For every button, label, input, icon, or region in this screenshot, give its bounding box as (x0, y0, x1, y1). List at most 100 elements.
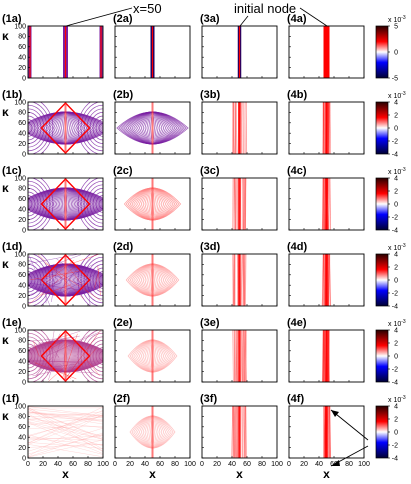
y-tick-label: 40 (18, 435, 26, 442)
band-line (240, 102, 243, 154)
band-line (232, 254, 235, 306)
band-line (234, 178, 236, 230)
y-tick-label: 80 (18, 414, 26, 421)
y-tick-label: 20 (18, 65, 26, 72)
interference-line (42, 347, 45, 349)
edge-contour (92, 343, 103, 369)
center-trace (151, 254, 154, 306)
panel-2d: (2d) (113, 241, 191, 307)
interference-line (65, 293, 72, 295)
field-pattern (232, 178, 247, 230)
band-line (233, 254, 235, 306)
edge-contour (92, 267, 103, 293)
wave-contour (129, 111, 176, 145)
wave-contour (127, 263, 178, 297)
band-line (327, 178, 329, 230)
band-core (325, 330, 328, 382)
y-axis-label: κ (2, 333, 9, 347)
wave-contour (127, 339, 178, 373)
wave-contour (59, 111, 72, 145)
edge-contour (80, 178, 102, 230)
colorbar-exponent: x 10-3 (388, 243, 406, 252)
wave-core (238, 26, 241, 78)
wave-contour (125, 187, 180, 221)
colorbar-row-4: x 10-3 -4 -2 0 2 4 (375, 243, 406, 310)
wave-contour (49, 339, 82, 373)
colorbar-exponent: x 10-3 (388, 167, 406, 176)
panel-label: (4f) (287, 393, 304, 405)
band-core (325, 406, 328, 458)
edge-contour (98, 122, 103, 134)
band-line (232, 178, 235, 230)
panel-grid: (1a) 0 20 40 60 80 100 (2a) (3a) (4a) κ (1b) 0 20 40 60… (2, 13, 370, 481)
panel-label: (2d) (113, 241, 134, 253)
center-trace (151, 330, 154, 382)
annotation-arrow-bottom-head (331, 460, 340, 466)
plot-frame (201, 405, 278, 459)
x-tick-label: 20 (39, 461, 47, 468)
field-pattern (232, 330, 247, 382)
edge-contour (95, 119, 103, 137)
band-line (240, 102, 242, 154)
edge-contour (83, 256, 103, 304)
field-pattern (231, 406, 247, 458)
edge-contour (98, 350, 103, 362)
band-line (245, 254, 247, 306)
colorbar-tick-label: -2 (392, 290, 398, 297)
plot-frame (288, 329, 365, 383)
wave-core (100, 26, 102, 78)
wave-contour (62, 187, 69, 221)
colorbar-exponent: x 10-3 (388, 91, 406, 100)
x-tick-label: 0 (287, 461, 291, 468)
y-tick-label: 40 (18, 359, 26, 366)
band-line (322, 102, 324, 154)
band-core (325, 102, 328, 154)
colorbar-exponent-sup: -3 (401, 15, 406, 21)
annotation-initial-leader-3a (239, 15, 249, 27)
edge-contour (28, 347, 36, 365)
y-tick-label: 0 (22, 75, 26, 82)
field-pattern (116, 102, 189, 154)
panel-3a: (3a) (200, 13, 278, 79)
interference-line (28, 418, 103, 429)
interference-line (51, 254, 100, 271)
field-pattern (129, 406, 176, 458)
colorbar-tick-label: -4 (392, 455, 398, 462)
y-tick-label: 60 (18, 424, 26, 431)
band-line (244, 254, 246, 306)
x-axis-label: x (323, 467, 330, 481)
wave-contour (127, 187, 178, 221)
x-tick-label: 20 (300, 461, 308, 468)
panel-label: (3b) (200, 89, 221, 101)
y-axis-label: κ (2, 181, 9, 195)
y-tick-label: 20 (18, 369, 26, 376)
y-tick-label: 0 (22, 455, 26, 462)
panel-label: (4e) (287, 317, 307, 329)
panel-4e: (4e) (287, 317, 365, 383)
wave-contour (42, 187, 89, 221)
interference-line (45, 330, 103, 357)
wave-contour (57, 187, 74, 221)
colorbar-tick-label: -5 (392, 75, 398, 82)
panel-label: (1c) (2, 165, 22, 177)
band-line (235, 102, 238, 154)
wave-contour (148, 111, 157, 145)
plot-frame (201, 177, 278, 231)
interference-line (28, 425, 103, 429)
panel-label: (1d) (2, 241, 23, 253)
colorbar-tick-label: -2 (392, 138, 398, 145)
interference-line (53, 290, 70, 297)
plot-frame (288, 253, 365, 307)
interference-line (41, 377, 46, 381)
interference-line (77, 332, 95, 342)
interference-line (29, 337, 75, 342)
wave-contour (53, 111, 78, 145)
panel-4b: (4b) (287, 89, 365, 155)
band-line (234, 330, 237, 382)
edge-contour (28, 271, 36, 289)
edge-contour (39, 178, 54, 230)
interference-line (30, 283, 81, 291)
colorbar-scale (375, 101, 389, 155)
band-line (243, 254, 245, 306)
